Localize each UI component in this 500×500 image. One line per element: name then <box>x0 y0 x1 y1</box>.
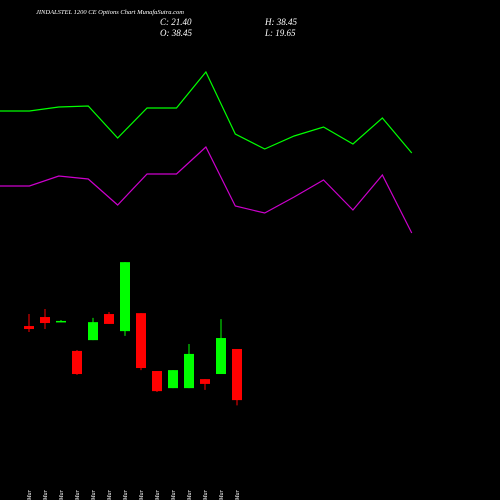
candle-body <box>184 353 194 389</box>
x-tick-label: 18 Mar <box>187 489 193 500</box>
x-tick-label: 05 Mar <box>43 489 49 500</box>
x-tick-label: 19 Mar <box>203 489 209 500</box>
open-label: O: 38.45 <box>160 28 192 38</box>
indicator-line <box>0 146 413 234</box>
x-tick-label: 11 Mar <box>107 489 113 500</box>
chart-title: JINDALSTEL 1200 CE Options Chart MunafaS… <box>36 9 184 16</box>
x-tick-label: 16 Mar <box>155 489 161 500</box>
x-tick-label: 13 Mar <box>139 489 145 500</box>
x-tick-label: 12 Mar <box>123 489 129 500</box>
candle-body <box>152 371 162 392</box>
candle-body <box>56 320 66 323</box>
x-tick-label: 17 Mar <box>171 489 177 500</box>
indicator-line <box>0 70 413 154</box>
candle-body <box>72 350 82 375</box>
x-tick-label: 23 Mar <box>235 489 241 500</box>
close-label: C: 21.40 <box>160 17 192 27</box>
candle-body <box>216 338 226 375</box>
candle-body <box>200 379 210 384</box>
candle-body <box>24 326 34 330</box>
x-tick-label: 04 Mar <box>26 489 33 500</box>
candle-body <box>168 370 178 389</box>
candle-body <box>104 314 114 324</box>
x-tick-label: 20 Mar <box>219 489 225 500</box>
high-label: H: 38.45 <box>264 17 297 27</box>
x-tick-label: 06 Mar <box>59 489 65 500</box>
candle-body <box>40 317 50 324</box>
x-tick-label: 10 Mar <box>91 489 97 500</box>
candle-body <box>120 262 130 332</box>
candle-body <box>88 322 98 341</box>
candle-body <box>136 313 146 369</box>
x-tick-label: 09 Mar <box>75 489 81 500</box>
candle-body <box>232 348 242 401</box>
low-label: L: 19.65 <box>264 28 296 38</box>
